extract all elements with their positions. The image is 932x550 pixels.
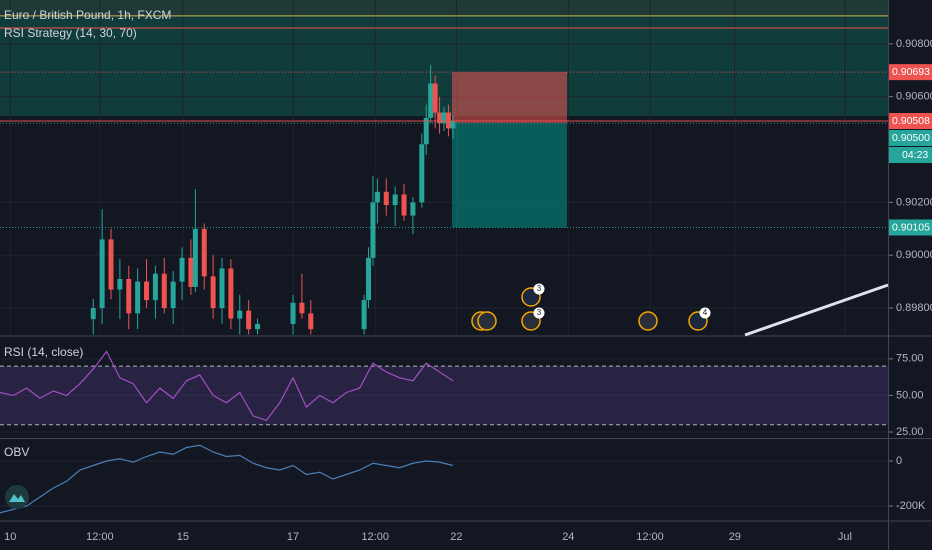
strategy-band xyxy=(0,16,888,116)
candle-body xyxy=(237,310,243,319)
candle-body xyxy=(90,308,96,320)
candle-body xyxy=(370,202,376,258)
candle-body xyxy=(135,281,141,314)
y-tick-label: 25.00 xyxy=(896,426,924,438)
candle-body xyxy=(108,239,114,290)
candle-body xyxy=(99,239,105,309)
price-label-box xyxy=(889,219,932,236)
price-label: 0.90500 xyxy=(892,132,930,144)
x-tick-label: 12:00 xyxy=(361,531,389,543)
y-tick-label: 75.00 xyxy=(896,353,924,365)
event-badge xyxy=(533,307,545,319)
indicator-line xyxy=(0,350,454,422)
y-tick-label: 0.90800 xyxy=(896,38,932,50)
candle-body xyxy=(161,273,167,309)
price-label-box xyxy=(889,130,932,147)
x-tick-label: 12:00 xyxy=(636,531,664,543)
x-tick-label: 29 xyxy=(729,531,741,543)
candle-body xyxy=(179,257,185,282)
candle-body xyxy=(366,257,372,301)
event-icon xyxy=(477,311,497,331)
x-tick-label: 17 xyxy=(287,531,299,543)
rsi-pane xyxy=(0,350,888,433)
y-tick-label: -200K xyxy=(896,500,926,512)
rsi-label: RSI (14, close) xyxy=(4,345,83,359)
candle-body xyxy=(219,268,225,309)
indicator-line xyxy=(0,444,454,514)
candle-body xyxy=(201,228,207,277)
candle-body xyxy=(210,276,216,309)
candle-body xyxy=(423,117,429,145)
candle-body xyxy=(441,112,447,124)
y-tick-label: 0.89800 xyxy=(896,302,932,314)
obv-pane xyxy=(0,444,888,514)
candle-body xyxy=(419,144,425,203)
event-icon xyxy=(638,311,658,331)
candle-body xyxy=(392,194,398,206)
price-label-box xyxy=(889,64,932,81)
rsi-band xyxy=(0,366,888,425)
candle-body xyxy=(117,278,123,290)
axes: 10 12:00 15 17 12:00 22 24 12:00 29 Jul 0.90800 0.9… xyxy=(4,38,932,543)
stop-zone xyxy=(451,72,567,124)
candle-body xyxy=(410,202,416,216)
candle-body xyxy=(383,191,389,206)
logo-mark xyxy=(9,494,25,502)
symbol-title: Euro / British Pound, 1h, FXCM xyxy=(4,8,171,22)
candle-body xyxy=(432,83,438,113)
x-tick-label: 24 xyxy=(562,531,574,543)
candle-body xyxy=(299,302,305,314)
y-tick-label: 0.90000 xyxy=(896,249,932,261)
candle-body xyxy=(126,278,132,314)
candle-body xyxy=(437,112,443,124)
y-tick-label: 0.90200 xyxy=(896,196,932,208)
candle-body xyxy=(170,281,176,309)
y-tick-label: 50.00 xyxy=(896,389,924,401)
candle-body xyxy=(246,310,252,330)
candle-body xyxy=(192,228,198,287)
candle-body xyxy=(188,257,194,287)
candle-body xyxy=(401,194,407,216)
x-tick-label: 10 xyxy=(4,531,16,543)
price-label: 0.90508 xyxy=(892,115,930,127)
x-tick-label: 22 xyxy=(450,531,462,543)
x-tick-label: 12:00 xyxy=(86,531,114,543)
strategy-label: RSI Strategy (14, 30, 70) xyxy=(4,26,137,40)
x-tick-label: 15 xyxy=(177,531,189,543)
candle-body xyxy=(255,323,261,330)
countdown-box xyxy=(889,147,932,164)
y-tick-label: 0.90600 xyxy=(896,91,932,103)
logo xyxy=(5,485,29,509)
event-count: 3 xyxy=(537,308,542,317)
candle-body xyxy=(361,300,367,330)
trend-line xyxy=(744,283,889,337)
target-zone xyxy=(451,123,567,228)
candle-body xyxy=(308,313,314,330)
candle-body xyxy=(290,302,296,324)
candle-body xyxy=(228,268,234,319)
candle-body xyxy=(152,273,158,301)
candle-body xyxy=(144,281,150,301)
event-icons: 3 3 4 xyxy=(471,283,711,331)
event-count: 3 xyxy=(537,284,542,293)
event-count: 4 xyxy=(703,308,708,317)
price-label: 0.90105 xyxy=(892,221,930,233)
y-tick-label: 0 xyxy=(896,455,902,467)
candle-body xyxy=(445,112,451,129)
event-badge xyxy=(699,307,711,319)
strategy-band xyxy=(0,0,888,16)
candle-body xyxy=(374,191,380,203)
price-pane xyxy=(0,0,888,335)
candle-body xyxy=(450,121,456,129)
countdown: 04:23 xyxy=(902,149,928,161)
price-label-box xyxy=(889,113,932,130)
candle-body xyxy=(428,83,434,118)
x-tick-label: Jul xyxy=(838,531,852,543)
obv-label: OBV xyxy=(4,445,29,459)
price-label: 0.90693 xyxy=(892,66,930,78)
event-badge xyxy=(533,283,545,295)
